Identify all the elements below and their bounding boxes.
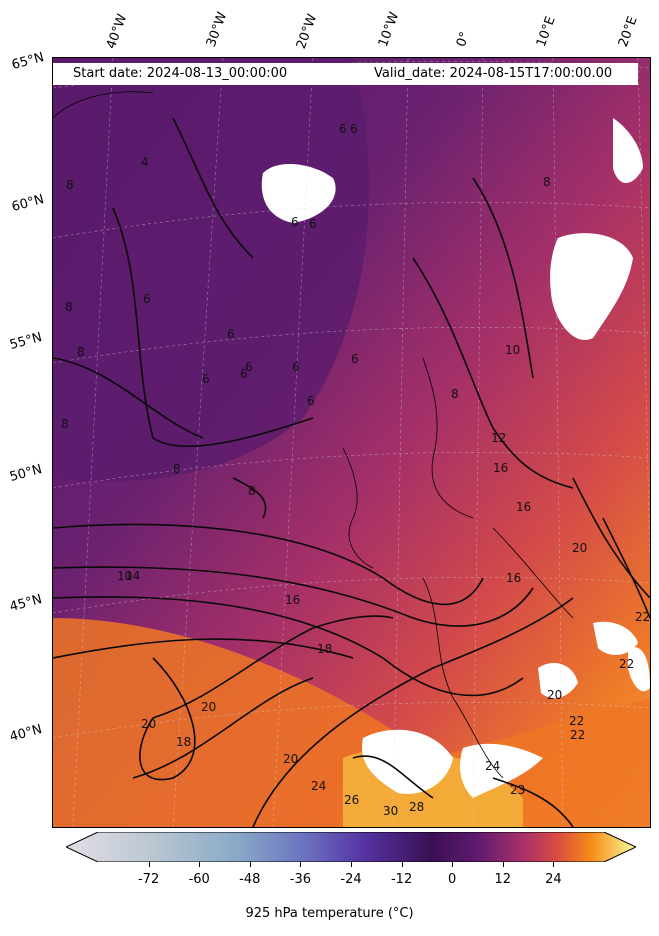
colorbar-tickmark xyxy=(199,862,201,867)
cold-air-region xyxy=(53,58,369,482)
contour-label: 6 xyxy=(202,372,210,386)
contour-label: 6 xyxy=(350,122,358,136)
longitude-label: 10°W xyxy=(375,10,403,49)
contour-label: 22 xyxy=(569,714,584,728)
colorbar-tick-label: 12 xyxy=(494,872,512,887)
start-date-label: Start date: 2024-08-13_00:00:00 xyxy=(73,66,288,81)
colorbar-tick-label: -36 xyxy=(289,872,312,887)
contour-label: 20 xyxy=(141,717,156,731)
contour-label: 22 xyxy=(570,728,585,742)
contour-label: 8 xyxy=(65,300,73,314)
contour-label: 16 xyxy=(493,461,508,475)
contour-label: 16 xyxy=(516,500,531,514)
contour-label: 10 xyxy=(117,569,132,583)
contour-label: 20 xyxy=(547,688,562,702)
latitude-label: 45°N xyxy=(8,592,44,615)
latitude-label: 60°N xyxy=(10,192,46,215)
iberia-mask xyxy=(362,729,453,794)
contour-label: 6 xyxy=(309,217,317,231)
contour-label: 6 xyxy=(240,367,248,381)
contour-label: 8 xyxy=(77,345,85,359)
contour-label: 8 xyxy=(66,178,74,192)
alps-east-mask xyxy=(593,621,638,655)
contour-label: 26 xyxy=(344,793,359,807)
contour-label: 24 xyxy=(311,779,326,793)
colorbar-tickmark xyxy=(300,862,302,867)
contour-label: 8 xyxy=(61,417,69,431)
alps-mask xyxy=(538,663,578,699)
balkans-mask xyxy=(628,647,650,692)
map-panel: 4 6 6 6 6 6 6 6 6 6 6 6 6 8 8 8 8 8 8 8 8 10 10 12 14 16 16 16 16 18 1… xyxy=(52,57,651,828)
contour-label: 22 xyxy=(635,610,650,624)
longitude-label: 30°W xyxy=(203,10,231,49)
longitude-label: 40°W xyxy=(103,12,131,51)
colorbar-tickmark xyxy=(401,862,403,867)
contour-label: 6 xyxy=(291,215,299,229)
colorbar-tick-label: -60 xyxy=(188,872,210,887)
colorbar-tickmark xyxy=(502,862,504,867)
latitude-label: 65°N xyxy=(10,50,46,73)
latitude-label: 55°N xyxy=(8,330,44,353)
isotherms xyxy=(53,117,650,827)
contour-label: 6 xyxy=(351,352,359,366)
colorbar-tick-label: -12 xyxy=(390,872,413,887)
contour-label: 6 xyxy=(245,360,253,374)
valid-date-label: Valid_date: 2024-08-15T17:00:00.00 xyxy=(374,66,613,81)
contour-label: 23 xyxy=(510,783,525,797)
contour-label: 18 xyxy=(176,735,191,749)
longitude-label: 20°W xyxy=(293,12,321,51)
longitude-label: 0° xyxy=(453,29,474,49)
colorbar xyxy=(64,831,638,863)
colorbar-tick-label: -48 xyxy=(239,872,261,887)
contour-label: 20 xyxy=(283,752,298,766)
colorbar-graphic xyxy=(64,831,638,863)
colorbar-tickmark xyxy=(452,862,454,867)
contour-label: 8 xyxy=(173,462,181,476)
contour-label: 6 xyxy=(143,292,151,306)
contour-label: 16 xyxy=(285,593,300,607)
colorbar-tick-label: 0 xyxy=(448,872,457,887)
contour-label: 14 xyxy=(125,569,140,583)
contour-label: 6 xyxy=(307,394,315,408)
colorbar-tickmark xyxy=(553,862,555,867)
contour-label: 8 xyxy=(451,387,459,401)
longitude-label: 20°E xyxy=(615,14,641,50)
scandinavia-mask xyxy=(550,233,633,340)
contour-label: 28 xyxy=(409,800,424,814)
contour-label: 12 xyxy=(491,431,506,445)
contour-label: 20 xyxy=(572,541,587,555)
contour-label: 18 xyxy=(317,642,332,656)
colorbar-tickmark xyxy=(148,862,150,867)
latitude-label: 40°N xyxy=(8,722,44,745)
contour-label: 30 xyxy=(383,804,398,818)
contour-label: 6 xyxy=(227,327,235,341)
colorbar-tick-label: 24 xyxy=(545,872,562,887)
colorbar-tickmark xyxy=(351,862,352,867)
contour-label: 8 xyxy=(543,175,551,189)
colorbar-tick-label: -72 xyxy=(137,872,160,887)
colorbar-tick-label: -24 xyxy=(340,872,362,887)
contour-label: 16 xyxy=(506,571,521,585)
iceland-mask xyxy=(261,163,336,223)
contour-label: 8 xyxy=(248,484,256,498)
contour-label: 4 xyxy=(141,155,149,169)
colorbar-tickmark xyxy=(249,862,251,867)
iberia-mask-east xyxy=(460,743,543,798)
colorbar-title: 925 hPa temperature (°C) xyxy=(245,906,414,921)
contour-label: 20 xyxy=(201,700,216,714)
contour-label: 6 xyxy=(292,360,300,374)
contour-label: 22 xyxy=(619,657,634,671)
longitude-label: 10°E xyxy=(533,14,559,50)
contour-label: 6 xyxy=(339,122,347,136)
contour-label: 10 xyxy=(505,343,520,357)
colorbar-fill xyxy=(64,831,638,863)
norway-north-mask xyxy=(613,118,643,183)
coastlines xyxy=(53,91,574,779)
contour-label: 24 xyxy=(485,759,500,773)
header-bar xyxy=(53,63,638,85)
latitude-label: 50°N xyxy=(8,462,44,485)
